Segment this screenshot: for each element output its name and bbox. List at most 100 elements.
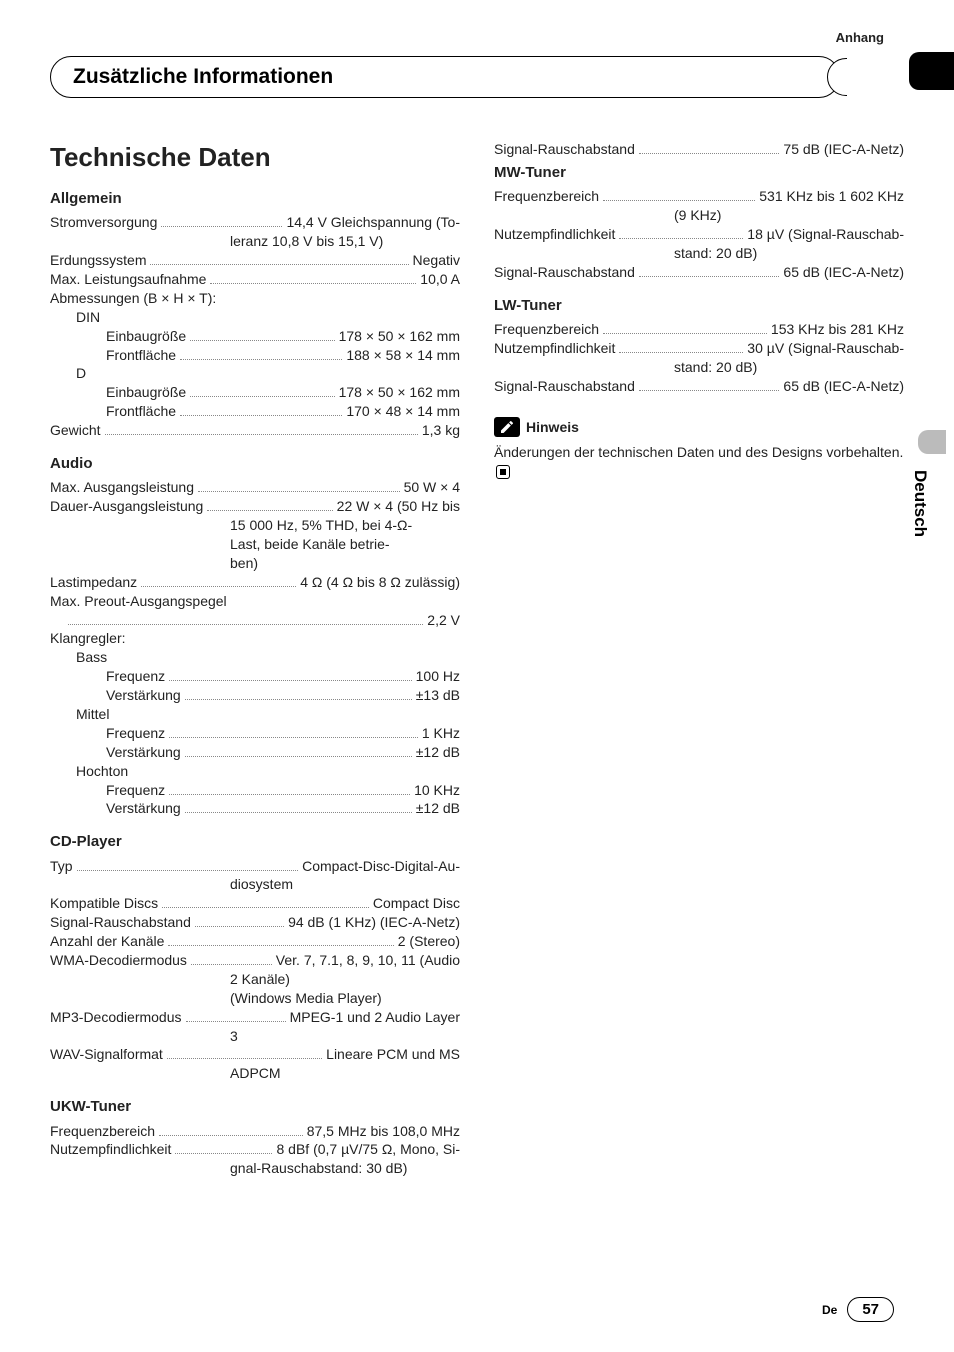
spec-value: ±13 dB bbox=[416, 686, 460, 705]
spec-label: Kompatible Discs bbox=[50, 894, 158, 913]
header-row: Zusätzliche Informationen bbox=[50, 28, 904, 98]
spec-value-cont: Last, beide Kanäle betrie- bbox=[50, 535, 460, 554]
spec-line: Frequenzbereich87,5 MHz bis 108,0 MHz bbox=[50, 1122, 460, 1141]
spec-value: MPEG-1 und 2 Audio Layer bbox=[290, 1008, 460, 1027]
spec-value: 65 dB (IEC-A-Netz) bbox=[783, 377, 904, 396]
spec-line: Frontfläche 188 × 58 × 14 mm bbox=[50, 346, 460, 365]
spec-line: Frequenzbereich 531 KHz bis 1 602 KHz bbox=[494, 187, 904, 206]
spec-line: Einbaugröße 178 × 50 × 162 mm bbox=[50, 383, 460, 402]
spec-label: Dauer-Ausgangsleistung bbox=[50, 497, 203, 516]
spec-value: 1,3 kg bbox=[422, 421, 460, 440]
spec-label: Verstärkung bbox=[106, 799, 181, 818]
spec-value: 153 KHz bis 281 KHz bbox=[771, 320, 904, 339]
spec-line: WMA-Decodiermodus Ver. 7, 7.1, 8, 9, 10, … bbox=[50, 951, 460, 970]
spec-line: Lastimpedanz4 Ω (4 Ω bis 8 Ω zulässig) bbox=[50, 573, 460, 592]
spec-value: ±12 dB bbox=[416, 743, 460, 762]
hinweis-text-content: Änderungen der technischen Daten und des… bbox=[494, 444, 903, 460]
spec-label: Nutzempfindlichkeit bbox=[494, 339, 615, 358]
spec-label: Lastimpedanz bbox=[50, 573, 137, 592]
spec-value: 2,2 V bbox=[427, 611, 460, 630]
spec-value: 10,0 A bbox=[420, 270, 460, 289]
spec-line: MP3-Decodiermodus MPEG-1 und 2 Audio Laye… bbox=[50, 1008, 460, 1027]
spec-value: 100 Hz bbox=[416, 667, 460, 686]
spec-line: Nutzempfindlichkeit 30 µV (Signal-Rauscha… bbox=[494, 339, 904, 358]
spec-line: TypCompact-Disc-Digital-Au- bbox=[50, 857, 460, 876]
spec-value: 1 KHz bbox=[422, 724, 460, 743]
spec-value-cont: diosystem bbox=[50, 875, 460, 894]
spec-label: Frontfläche bbox=[106, 346, 176, 365]
vertical-language-label: Deutsch bbox=[910, 470, 930, 537]
spec-line: Frontfläche170 × 48 × 14 mm bbox=[50, 402, 460, 421]
pencil-icon bbox=[494, 417, 520, 437]
spec-line: ErdungssystemNegativ bbox=[50, 251, 460, 270]
spec-value: 178 × 50 × 162 mm bbox=[339, 383, 460, 402]
spec-label: Signal-Rauschabstand bbox=[494, 140, 635, 159]
spec-value: 65 dB (IEC-A-Netz) bbox=[783, 263, 904, 282]
spec-value: 30 µV (Signal-Rauschab- bbox=[747, 339, 904, 358]
group-label: DIN bbox=[50, 308, 460, 327]
spec-value: 10 KHz bbox=[414, 781, 460, 800]
spec-value-cont: stand: 20 dB) bbox=[494, 358, 904, 377]
spec-line: Frequenzbereich153 KHz bis 281 KHz bbox=[494, 320, 904, 339]
spec-value-cont: gnal-Rauschabstand: 30 dB) bbox=[50, 1159, 460, 1178]
spec-value-cont: ben) bbox=[50, 554, 460, 573]
spec-line: Max. Ausgangsleistung50 W × 4 bbox=[50, 478, 460, 497]
spec-label: Gewicht bbox=[50, 421, 101, 440]
left-column: Technische Daten Allgemein Stromversorgu… bbox=[50, 140, 460, 1178]
pencil-icon-svg bbox=[499, 419, 515, 435]
spec-value: Negativ bbox=[413, 251, 460, 270]
spec-value-cont: 2 Kanäle) bbox=[50, 970, 460, 989]
spec-line: Frequenz1 KHz bbox=[50, 724, 460, 743]
spec-line: 2,2 V bbox=[50, 611, 460, 630]
spec-line: Verstärkung±12 dB bbox=[50, 799, 460, 818]
page-number: 57 bbox=[847, 1297, 894, 1322]
spec-label: Anzahl der Kanäle bbox=[50, 932, 164, 951]
section-title: Technische Daten bbox=[50, 140, 460, 175]
spec-line: Anzahl der Kanäle2 (Stereo) bbox=[50, 932, 460, 951]
spec-value-cont: 15 000 Hz, 5% THD, bei 4-Ω- bbox=[50, 516, 460, 535]
spec-label: Klangregler: bbox=[50, 629, 460, 648]
spec-label: Verstärkung bbox=[106, 686, 181, 705]
spec-label: Stromversorgung bbox=[50, 213, 157, 232]
spec-label: Frequenz bbox=[106, 667, 165, 686]
spec-line: Signal-Rauschabstand65 dB (IEC-A-Netz) bbox=[494, 377, 904, 396]
spec-line: Max. Leistungsaufnahme10,0 A bbox=[50, 270, 460, 289]
spec-line: Dauer-Ausgangsleistung22 W × 4 (50 Hz bi… bbox=[50, 497, 460, 516]
spec-value-cont: (9 KHz) bbox=[494, 206, 904, 225]
spec-value-cont: leranz 10,8 V bis 15,1 V) bbox=[50, 232, 460, 251]
heading-ukw: UKW-Tuner bbox=[50, 1097, 460, 1117]
spec-line: WAV-SignalformatLineare PCM und MS bbox=[50, 1045, 460, 1064]
header-title: Zusätzliche Informationen bbox=[50, 56, 840, 98]
spec-line: Frequenz 100 Hz bbox=[50, 667, 460, 686]
appendix-label: Anhang bbox=[836, 30, 884, 45]
footer: De 57 bbox=[822, 1297, 894, 1322]
spec-label: Einbaugröße bbox=[106, 383, 186, 402]
hinweis-heading: Hinweis bbox=[494, 417, 904, 437]
spec-label: Frequenzbereich bbox=[494, 187, 599, 206]
heading-mw: MW-Tuner bbox=[494, 163, 904, 183]
spec-value: 531 KHz bis 1 602 KHz bbox=[759, 187, 904, 206]
heading-lw: LW-Tuner bbox=[494, 296, 904, 316]
spec-label: Typ bbox=[50, 857, 73, 876]
spec-value-cont: 3 bbox=[50, 1027, 460, 1046]
right-column: Signal-Rauschabstand75 dB (IEC-A-Netz) M… bbox=[494, 140, 904, 1178]
spec-label: Signal-Rauschabstand bbox=[494, 263, 635, 282]
spec-label: WMA-Decodiermodus bbox=[50, 951, 187, 970]
spec-label: Nutzempfindlichkeit bbox=[50, 1140, 171, 1159]
spec-value: 188 × 58 × 14 mm bbox=[346, 346, 460, 365]
spec-line: Gewicht 1,3 kg bbox=[50, 421, 460, 440]
spec-line: Einbaugröße178 × 50 × 162 mm bbox=[50, 327, 460, 346]
spec-line: Verstärkung ±13 dB bbox=[50, 686, 460, 705]
spec-value: 50 W × 4 bbox=[404, 478, 460, 497]
spec-label: Frequenzbereich bbox=[50, 1122, 155, 1141]
spec-line: Signal-Rauschabstand 65 dB (IEC-A-Netz) bbox=[494, 263, 904, 282]
spec-label: MP3-Decodiermodus bbox=[50, 1008, 182, 1027]
spec-value: 14,4 V Gleichspannung (To- bbox=[286, 213, 460, 232]
spec-value: Ver. 7, 7.1, 8, 9, 10, 11 (Audio bbox=[276, 951, 460, 970]
spec-line: Nutzempfindlichkeit18 µV (Signal-Rauscha… bbox=[494, 225, 904, 244]
spec-line: Kompatible DiscsCompact Disc bbox=[50, 894, 460, 913]
spec-value: 18 µV (Signal-Rauschab- bbox=[747, 225, 904, 244]
spec-value: 8 dBf (0,7 µV/75 Ω, Mono, Si- bbox=[276, 1140, 460, 1159]
spec-line: Nutzempfindlichkeit 8 dBf (0,7 µV/75 Ω, M… bbox=[50, 1140, 460, 1159]
spec-line: Frequenz10 KHz bbox=[50, 781, 460, 800]
